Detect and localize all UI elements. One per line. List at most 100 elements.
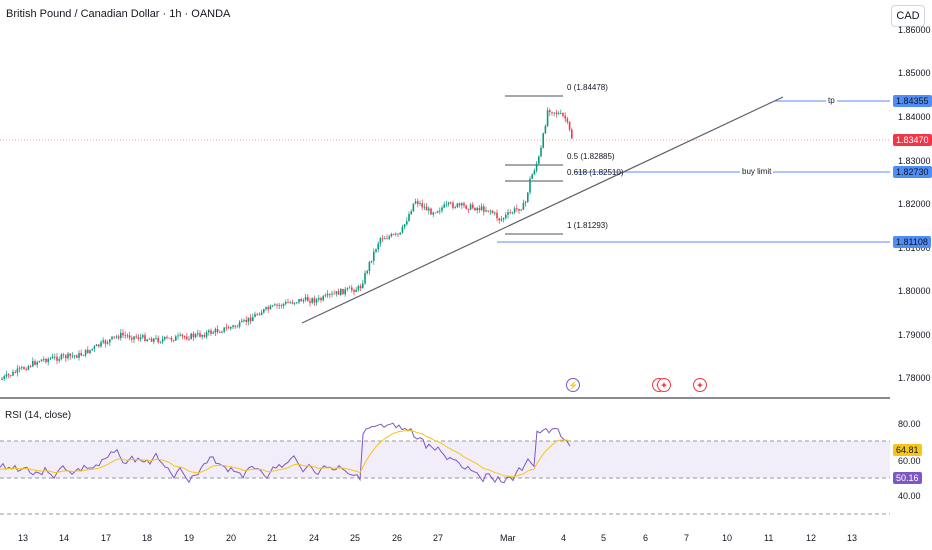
candle-body	[549, 110, 551, 112]
candle-body	[227, 327, 230, 329]
candle-body	[335, 291, 338, 294]
currency-button[interactable]: CAD	[891, 5, 925, 27]
candle-body	[379, 238, 382, 244]
candle-body	[54, 356, 56, 358]
candle-body	[403, 224, 406, 227]
candle-body	[148, 338, 151, 340]
candle-body	[170, 337, 173, 341]
fib-label-05: 0.5 (1.82885)	[567, 152, 615, 161]
candle-body	[465, 205, 467, 209]
candle-body	[232, 325, 234, 328]
candle-body	[304, 297, 307, 300]
support-price-tag: 1.81108	[893, 236, 931, 248]
time-axis-label: 21	[267, 533, 278, 543]
candle-body	[21, 367, 23, 369]
candle-body	[368, 262, 371, 272]
candle-body	[538, 156, 540, 164]
candle-body	[507, 212, 509, 215]
candle-body	[370, 260, 373, 263]
candle-body	[428, 208, 430, 211]
candle-body	[324, 295, 327, 297]
candle-body	[533, 170, 536, 175]
candle-body	[3, 376, 5, 379]
time-axis-label: 27	[433, 533, 444, 543]
candle-body	[32, 361, 34, 367]
candle-body	[150, 338, 153, 342]
candle-body	[496, 212, 498, 219]
candle-body	[296, 302, 298, 304]
time-axis-label: 24	[309, 533, 320, 543]
candle-body	[516, 208, 518, 210]
time-axis-label: 14	[59, 533, 70, 543]
candle-body	[181, 334, 184, 337]
candle-body	[98, 344, 100, 347]
candle-body	[27, 366, 30, 370]
candle-body	[320, 298, 322, 301]
candle-body	[494, 212, 496, 214]
time-axis-label: 20	[226, 533, 237, 543]
candle-body	[520, 209, 522, 211]
candle-body	[419, 203, 421, 204]
candle-body	[269, 305, 272, 310]
lightning-event-icon[interactable]: ⚡	[566, 378, 580, 392]
candle-body	[223, 327, 225, 332]
candle-body	[258, 314, 261, 316]
candle-body	[463, 203, 465, 206]
candle-body	[436, 211, 439, 213]
time-axis-label: 13	[847, 533, 858, 543]
price-axis-label: 1.85000	[898, 68, 931, 78]
candle-body	[485, 210, 487, 212]
rsi-value-tag: 64.81	[893, 444, 922, 456]
candle-body	[23, 367, 25, 370]
candle-body	[161, 339, 164, 342]
candle-body	[131, 337, 133, 340]
candle-body	[80, 353, 82, 356]
canada-flag-event-icon-2[interactable]: ✦	[657, 378, 671, 392]
candle-body	[375, 249, 377, 252]
candle-body	[439, 210, 441, 212]
candle-body	[509, 212, 511, 214]
candle-body	[315, 299, 318, 303]
candle-body	[142, 335, 144, 338]
candle-body	[318, 298, 320, 300]
candle-body	[542, 133, 544, 148]
candle-body	[225, 327, 228, 329]
canada-flag-event-icon-3[interactable]: ✦	[693, 378, 707, 392]
candle-body	[104, 340, 107, 344]
candle-body	[214, 328, 217, 333]
candle-body	[498, 218, 500, 221]
candle-body	[203, 334, 206, 337]
candle-body	[447, 202, 450, 205]
candle-body	[476, 208, 478, 211]
candle-body	[29, 366, 32, 367]
candle-body	[430, 208, 432, 215]
candle-body	[500, 219, 503, 221]
candle-body	[40, 359, 43, 362]
candle-body	[168, 337, 170, 339]
trendline[interactable]	[301, 96, 784, 324]
candle-body	[408, 214, 410, 222]
candle-body	[87, 349, 89, 354]
candle-body	[155, 337, 157, 339]
rsi-title[interactable]: RSI (14, close)	[5, 410, 72, 421]
candle-body	[82, 355, 85, 357]
candle-body	[5, 374, 8, 377]
candle-body	[16, 368, 19, 373]
candle-body	[208, 330, 210, 333]
candle-body	[135, 336, 137, 338]
candle-body	[357, 286, 360, 290]
candle-body	[265, 307, 267, 310]
candle-body	[164, 336, 166, 340]
candle-body	[571, 129, 573, 139]
candle-body	[359, 286, 362, 288]
candle-body	[113, 336, 115, 338]
candle-body	[120, 332, 122, 339]
candle-body	[84, 349, 87, 356]
candle-body	[62, 354, 65, 356]
candle-body	[364, 273, 366, 284]
rsi-axis-label: 60.00	[898, 456, 921, 466]
candle-body	[410, 211, 412, 215]
candle-body	[483, 206, 485, 212]
candle-body	[1, 378, 3, 380]
